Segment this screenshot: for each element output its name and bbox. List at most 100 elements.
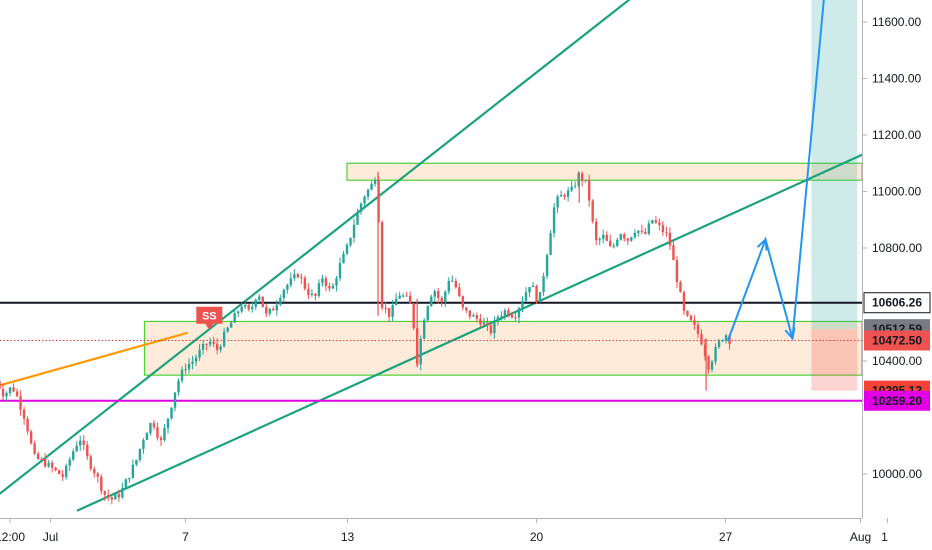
candle-body (205, 343, 208, 345)
candle-body (219, 346, 222, 350)
candle-body (721, 339, 724, 342)
position-stop-area (811, 329, 858, 391)
candle-body (609, 240, 612, 247)
candle-body (314, 293, 317, 296)
candle-body (173, 392, 177, 408)
candle-body (121, 487, 124, 498)
signal-layer: SS (196, 306, 223, 330)
candle-body (689, 315, 693, 321)
candle-body (103, 491, 107, 495)
candle-body (240, 306, 243, 312)
candle-body (500, 316, 503, 318)
candle-body (408, 295, 412, 304)
candle-body (538, 292, 542, 303)
candle-body (352, 224, 356, 238)
candle-body (387, 308, 391, 317)
candle-body (580, 173, 584, 181)
candle-body (401, 295, 405, 297)
candle-body (50, 462, 54, 468)
candle-body (236, 311, 240, 314)
candle-body (272, 308, 275, 311)
candle-body (265, 306, 268, 314)
candle-body (279, 298, 282, 305)
candle-body (324, 278, 328, 287)
candle-body (728, 335, 731, 344)
candle-body (493, 320, 496, 334)
candle-body (233, 313, 236, 323)
candle-body (152, 423, 156, 428)
candle-body (714, 346, 717, 362)
candle-body (535, 285, 538, 303)
price-label-box (864, 390, 930, 411)
signal-badge-label: SS (202, 310, 217, 322)
candle-body (710, 361, 714, 370)
candle-body (142, 439, 145, 449)
candle-body (633, 232, 637, 238)
candle-body (461, 296, 465, 308)
candle-body (0, 380, 1, 389)
candle-body (12, 387, 15, 392)
candle-body (170, 407, 173, 419)
rising-channel-upper (0, 0, 631, 495)
time-tick-label: 13 (341, 530, 355, 544)
candle-body (672, 245, 675, 261)
candle-body (79, 440, 82, 446)
time-tick-label: 20 (530, 530, 544, 544)
candle-body (303, 277, 307, 289)
candle-body (156, 427, 159, 438)
candle-body (479, 318, 482, 325)
time-tick-label: Aug (850, 530, 871, 544)
candle-body (212, 341, 215, 344)
candle-body (640, 230, 644, 232)
candle-body (573, 185, 577, 187)
candle-body (57, 470, 61, 475)
candle-body (605, 234, 608, 241)
candle-body (531, 285, 535, 288)
candle-body (1, 388, 5, 397)
time-tick-label: 7 (182, 530, 189, 544)
candle-body (602, 234, 605, 239)
candle-body (510, 314, 514, 318)
price-tick-label: 11200.00 (872, 128, 921, 142)
candle-body (26, 418, 29, 432)
candle-body (289, 278, 293, 286)
candle-body (43, 458, 47, 467)
candle-body (29, 431, 33, 444)
candle-body (247, 304, 250, 310)
candle-body (286, 285, 289, 290)
candle-body (570, 186, 573, 191)
candle-body (654, 220, 658, 223)
candle-body (398, 295, 401, 299)
price-tick-label: 11600.00 (872, 15, 921, 29)
candle-body (180, 369, 184, 381)
candle-body (623, 234, 626, 239)
candle-body (226, 327, 229, 332)
candle-body (595, 221, 598, 241)
candle-body (514, 317, 517, 319)
candle-body (36, 453, 40, 459)
candle-body (100, 476, 103, 492)
candle-body (675, 260, 679, 283)
candle-body (587, 180, 591, 201)
candle-body (317, 283, 321, 296)
candle-body (637, 230, 640, 233)
candle-body (8, 387, 12, 394)
candle-body (563, 194, 566, 197)
price-tick-label: 11400.00 (872, 72, 921, 86)
candle-body (521, 300, 524, 309)
candle-body (61, 474, 64, 477)
bottom-support-zone (143, 320, 863, 376)
candle-body (651, 220, 654, 224)
candle-body (465, 307, 468, 311)
candle-body (524, 292, 528, 301)
candle-body (366, 189, 370, 197)
candle-body (82, 440, 85, 445)
price-tick-label: 11000.00 (872, 185, 921, 199)
candle-body (198, 349, 201, 358)
candle-body (419, 338, 422, 365)
candle-body (201, 343, 205, 350)
candle-body (300, 277, 303, 279)
candle-body (124, 479, 128, 488)
